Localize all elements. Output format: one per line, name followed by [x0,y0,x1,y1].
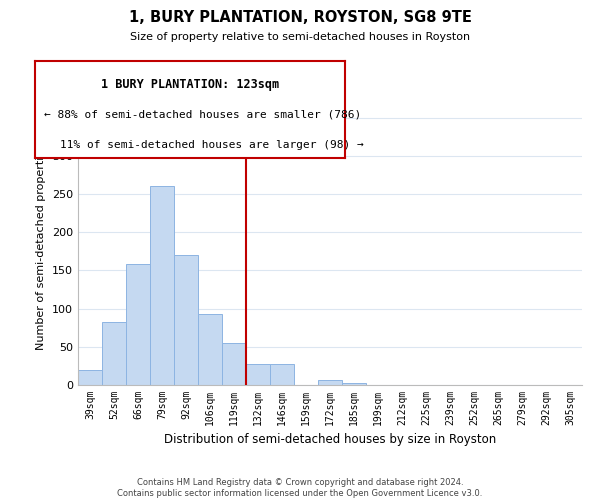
Bar [150,186,174,385]
Text: Contains HM Land Registry data © Crown copyright and database right 2024.
Contai: Contains HM Land Registry data © Crown c… [118,478,482,498]
Bar [222,343,246,385]
Text: Size of property relative to semi-detached houses in Royston: Size of property relative to semi-detach… [130,32,470,42]
X-axis label: Distribution of semi-detached houses by size in Royston: Distribution of semi-detached houses by … [164,434,496,446]
Text: 1, BURY PLANTATION, ROYSTON, SG8 9TE: 1, BURY PLANTATION, ROYSTON, SG8 9TE [128,10,472,25]
Bar [102,322,126,385]
Bar [318,380,342,385]
Bar [270,364,294,385]
Bar [342,384,366,385]
Text: 11% of semi-detached houses are larger (98) →: 11% of semi-detached houses are larger (… [59,140,364,150]
Bar [78,370,102,385]
Bar [198,314,222,385]
Text: 1 BURY PLANTATION: 123sqm: 1 BURY PLANTATION: 123sqm [101,78,279,92]
Bar [246,364,270,385]
Y-axis label: Number of semi-detached properties: Number of semi-detached properties [37,144,46,350]
Bar [126,264,150,385]
Text: ← 88% of semi-detached houses are smaller (786): ← 88% of semi-detached houses are smalle… [44,110,361,119]
Bar [174,255,198,385]
